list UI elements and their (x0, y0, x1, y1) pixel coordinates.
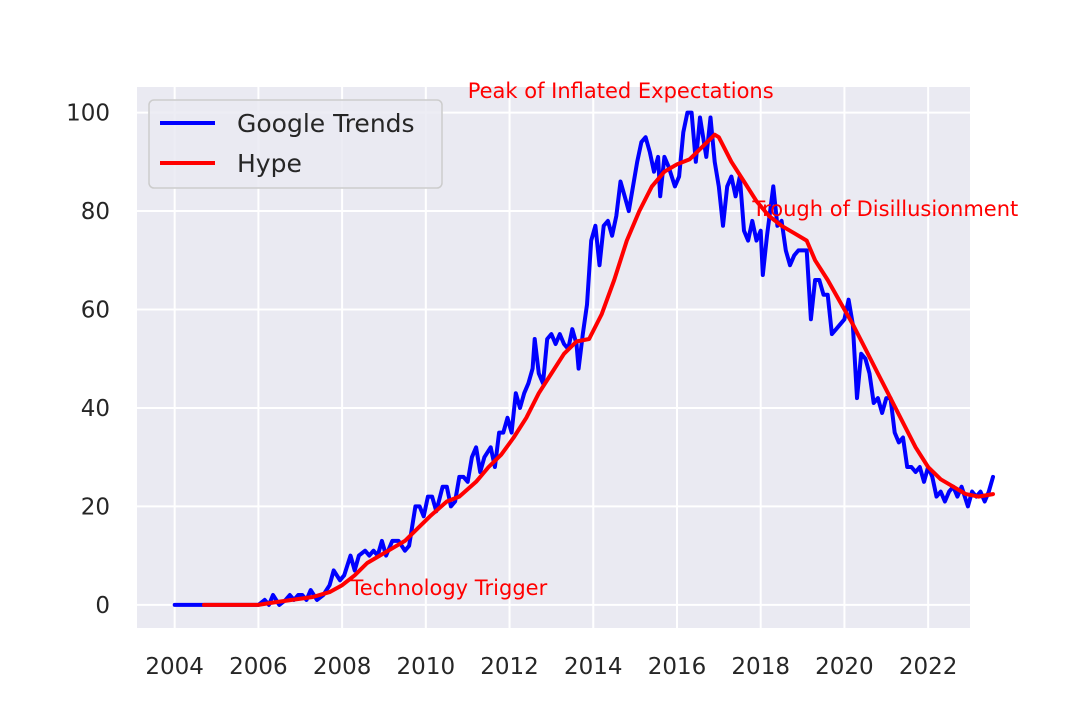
series-layer (172, 110, 995, 607)
legend-label-hype: Hype (237, 149, 302, 178)
y-tick-label: 0 (95, 593, 110, 619)
legend-label-google-trends: Google Trends (237, 109, 415, 138)
series-line-hype (202, 132, 995, 607)
x-tick-label: 2006 (229, 654, 288, 680)
y-tick-labels: 0 20 40 60 80 100 (66, 101, 110, 619)
annotation-trough-of-disillusionment: Trough of Disillusionment (751, 197, 1018, 221)
x-tick-label: 2010 (397, 654, 456, 680)
annotation-technology-trigger: Technology Trigger (349, 576, 547, 600)
x-tick-labels: 2004 2006 2008 2010 2012 2014 2016 2018 2020 2022 (145, 654, 957, 680)
x-tick-label: 2008 (313, 654, 372, 680)
x-tick-label: 2004 (145, 654, 204, 680)
series-line-google-trends (172, 110, 995, 607)
x-tick-label: 2022 (899, 654, 958, 680)
x-tick-label: 2016 (648, 654, 707, 680)
annotations: Technology Trigger Peak of Inflated Expec… (349, 79, 1018, 600)
y-tick-label: 60 (81, 298, 110, 324)
x-tick-label: 2018 (731, 654, 790, 680)
x-tick-label: 2020 (815, 654, 874, 680)
y-tick-label: 80 (81, 199, 110, 225)
x-tick-label: 2014 (564, 654, 623, 680)
legend: Google Trends Hype (148, 99, 443, 189)
legend-box (148, 99, 443, 189)
annotation-peak-of-inflated-expectations: Peak of Inflated Expectations (468, 79, 774, 103)
y-tick-label: 20 (81, 494, 110, 520)
x-tick-label: 2012 (480, 654, 539, 680)
y-tick-label: 100 (66, 101, 110, 127)
y-tick-label: 40 (81, 396, 110, 422)
